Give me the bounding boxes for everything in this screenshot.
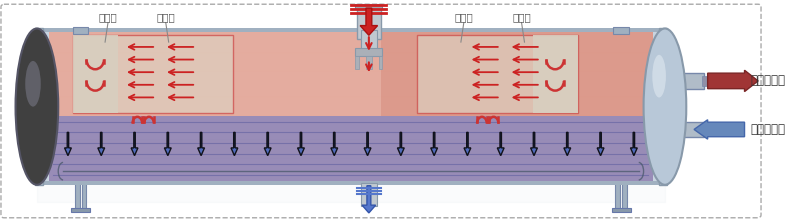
Bar [73,27,88,34]
FancyArrow shape [498,132,504,156]
FancyArrow shape [431,132,438,156]
Bar [73,35,233,113]
Ellipse shape [644,28,686,185]
FancyArrow shape [564,132,571,156]
FancyArrow shape [164,132,171,156]
Bar [615,183,620,210]
Bar [361,30,376,50]
Bar [82,183,86,210]
Bar [682,73,703,89]
Bar [379,56,383,69]
FancyArrow shape [231,132,238,156]
Text: 过滤网: 过滤网 [98,13,117,23]
Bar [659,28,667,185]
Bar [381,30,653,116]
FancyArrow shape [198,132,204,156]
Ellipse shape [25,61,41,107]
FancyArrow shape [131,132,138,156]
Bar [682,122,703,137]
FancyArrow shape [298,132,304,156]
Bar [355,56,359,69]
Bar [71,208,90,212]
Bar [355,4,383,9]
FancyArrow shape [360,8,377,35]
Bar [37,30,665,183]
Bar [417,35,578,113]
FancyArrow shape [398,132,404,156]
Ellipse shape [652,55,666,97]
FancyArrow shape [364,132,371,156]
FancyArrow shape [264,132,271,156]
Bar [357,5,380,39]
Bar [361,183,376,206]
Text: 冷却水出口: 冷却水出口 [751,74,785,87]
Ellipse shape [16,28,58,185]
Bar [75,183,79,210]
Text: 过滤网: 过滤网 [156,13,175,23]
Bar [49,116,653,183]
Bar [37,28,665,32]
FancyArrow shape [630,132,637,156]
Bar [355,48,383,56]
Text: 冷却水进口: 冷却水进口 [751,123,785,136]
FancyBboxPatch shape [1,4,761,218]
Bar [35,28,42,185]
Bar [623,183,627,210]
Bar [366,56,372,69]
Bar [702,76,707,86]
Bar [614,27,629,34]
FancyArrow shape [331,132,338,156]
FancyArrow shape [707,70,758,92]
FancyArrow shape [464,132,471,156]
FancyArrow shape [97,132,105,156]
FancyArrow shape [597,132,604,156]
FancyArrow shape [64,132,72,156]
Bar [533,35,578,113]
Bar [702,125,707,134]
Bar [612,208,631,212]
FancyArrow shape [531,132,538,156]
Bar [49,30,653,116]
FancyArrow shape [694,120,744,139]
Bar [37,181,665,185]
Text: 过滤网: 过滤网 [512,13,531,23]
Bar [73,35,118,113]
Text: 过滤网: 过滤网 [454,13,473,23]
FancyArrow shape [362,186,376,213]
